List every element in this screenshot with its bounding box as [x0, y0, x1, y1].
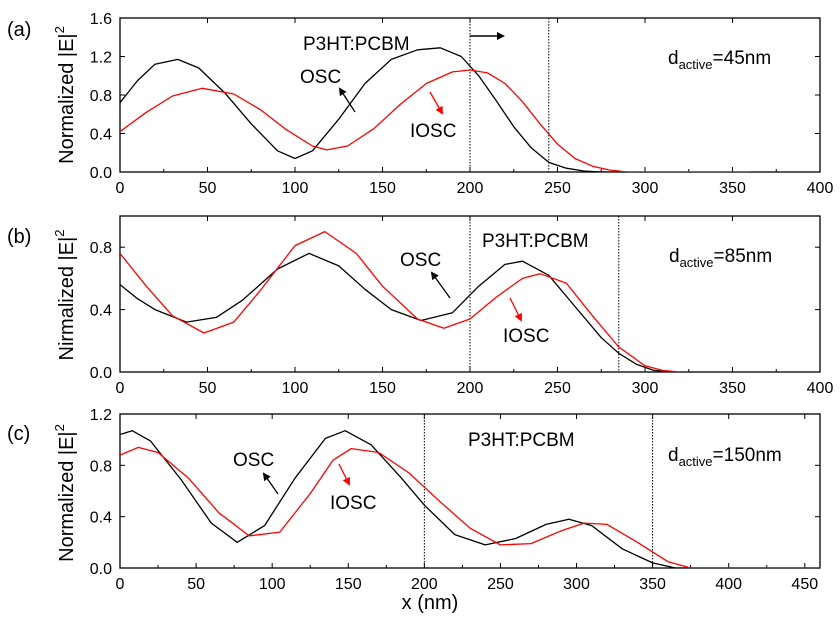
series-line-osc [120, 430, 820, 568]
panel-1: 0 50 100 150 200 250 300 350 400 0.0 0.4 0.8 (b) Nirm… [7, 215, 834, 397]
annotation-arrow [509, 297, 522, 322]
y-axis-title-sup: 2 [52, 230, 67, 237]
x-tick-label: 100 [282, 380, 309, 397]
series-line-osc [120, 47, 619, 172]
thickness-label: dactive=45nm [668, 48, 771, 72]
thickness-prefix: d [668, 48, 679, 69]
panel-label: (c) [7, 423, 30, 445]
y-axis-title: Normalized |E|2 [52, 424, 78, 562]
y-tick-label: 1.2 [90, 50, 112, 67]
y-tick-label: 0.0 [90, 165, 112, 182]
region-label: P3HT:PCBM [482, 231, 589, 252]
y-tick-label: 1.6 [90, 11, 112, 28]
x-tick-label: 450 [791, 576, 818, 593]
x-tick-label: 350 [719, 180, 746, 197]
y-tick-label: 0.4 [90, 303, 112, 320]
x-tick-label: 400 [807, 180, 834, 197]
panel-label: (b) [7, 226, 31, 248]
x-tick-label: 200 [457, 180, 484, 197]
x-tick-label: 150 [369, 180, 396, 197]
y-tick-label: 0.8 [90, 240, 112, 257]
x-tick-label: 250 [544, 180, 571, 197]
annotation-arrow [429, 91, 443, 115]
thickness-prefix: d [669, 246, 680, 267]
x-tick-label: 0 [116, 380, 125, 397]
x-tick-label: 400 [715, 576, 742, 593]
x-tick-label: 400 [807, 380, 834, 397]
annotation-iosc: IOSC [410, 121, 456, 142]
y-axis-title: Normalized |E|2 [52, 26, 78, 164]
x-tick-label: 50 [187, 576, 205, 593]
thickness-sub: active [680, 255, 714, 270]
x-axis-title: x (nm) [402, 592, 459, 614]
region-label: P3HT:PCBM [303, 34, 410, 55]
x-tick-label: 300 [632, 380, 659, 397]
annotation-arrow [338, 87, 356, 113]
y-tick-label: 0.0 [90, 561, 112, 578]
thickness-prefix: d [668, 445, 679, 466]
thickness-value: =45nm [713, 48, 772, 69]
y-axis-title-text: Normalized |E| [56, 431, 78, 561]
y-axis-title-text: Normalized |E| [56, 33, 78, 163]
x-tick-label: 50 [199, 180, 217, 197]
thickness-sub: active [679, 454, 713, 469]
x-tick-label: 300 [632, 180, 659, 197]
x-tick-label: 200 [411, 576, 438, 593]
y-axis-title-sup: 2 [52, 26, 67, 33]
thickness-sub: active [679, 57, 713, 72]
series-line-iosc [120, 446, 820, 568]
plot-frame [119, 413, 821, 569]
x-tick-label: 350 [639, 576, 666, 593]
series-line-iosc [120, 230, 681, 372]
x-tick-label: 50 [199, 380, 217, 397]
y-tick-label: 0.0 [90, 365, 112, 382]
annotation-iosc: IOSC [330, 493, 376, 514]
thickness-value: =85nm [714, 246, 773, 267]
thickness-value: =150nm [713, 445, 782, 466]
thickness-label: dactive=85nm [669, 246, 772, 270]
series-line-iosc [120, 69, 750, 172]
y-axis-title: Nirmalized |E|2 [52, 230, 78, 361]
x-tick-label: 350 [719, 380, 746, 397]
region-label: P3HT:PCBM [468, 430, 575, 451]
y-axis-title-sup: 2 [52, 424, 67, 431]
y-axis-title-text: Nirmalized |E| [56, 237, 78, 361]
x-tick-label: 100 [282, 180, 309, 197]
y-tick-label: 0.4 [90, 127, 112, 144]
plot-frame [119, 17, 821, 173]
y-tick-label: 1.2 [90, 407, 112, 424]
y-tick-label: 0.4 [90, 510, 112, 527]
panel-2: 0 50 100 150 200 250 300 350 400 450 0.0 0.4 0.8 1.2 (… [7, 407, 821, 614]
x-tick-label: 100 [259, 576, 286, 593]
annotation-arrow [430, 271, 451, 299]
series-line-osc [120, 252, 672, 372]
x-tick-label: 150 [335, 576, 362, 593]
y-tick-label: 0.8 [90, 458, 112, 475]
annotation-osc: OSC [400, 250, 441, 271]
annotation-iosc: IOSC [503, 326, 549, 347]
annotation-arrow [338, 463, 350, 486]
annotation-arrow [262, 472, 279, 495]
y-tick-label: 0.8 [90, 88, 112, 105]
x-tick-label: 300 [563, 576, 590, 593]
panel-label: (a) [7, 19, 31, 41]
thickness-label: dactive=150nm [668, 445, 782, 469]
annotation-osc: OSC [300, 67, 341, 88]
panel-0: 0 50 100 150 200 250 300 350 400 0.0 0.4 0.8 1.2 1.6 (… [7, 11, 833, 197]
x-tick-label: 200 [457, 380, 484, 397]
annotation-osc: OSC [233, 450, 274, 471]
x-tick-label: 0 [116, 576, 125, 593]
x-tick-label: 250 [487, 576, 514, 593]
x-tick-label: 150 [369, 380, 396, 397]
x-tick-label: 250 [544, 380, 571, 397]
x-tick-label: 0 [116, 180, 125, 197]
